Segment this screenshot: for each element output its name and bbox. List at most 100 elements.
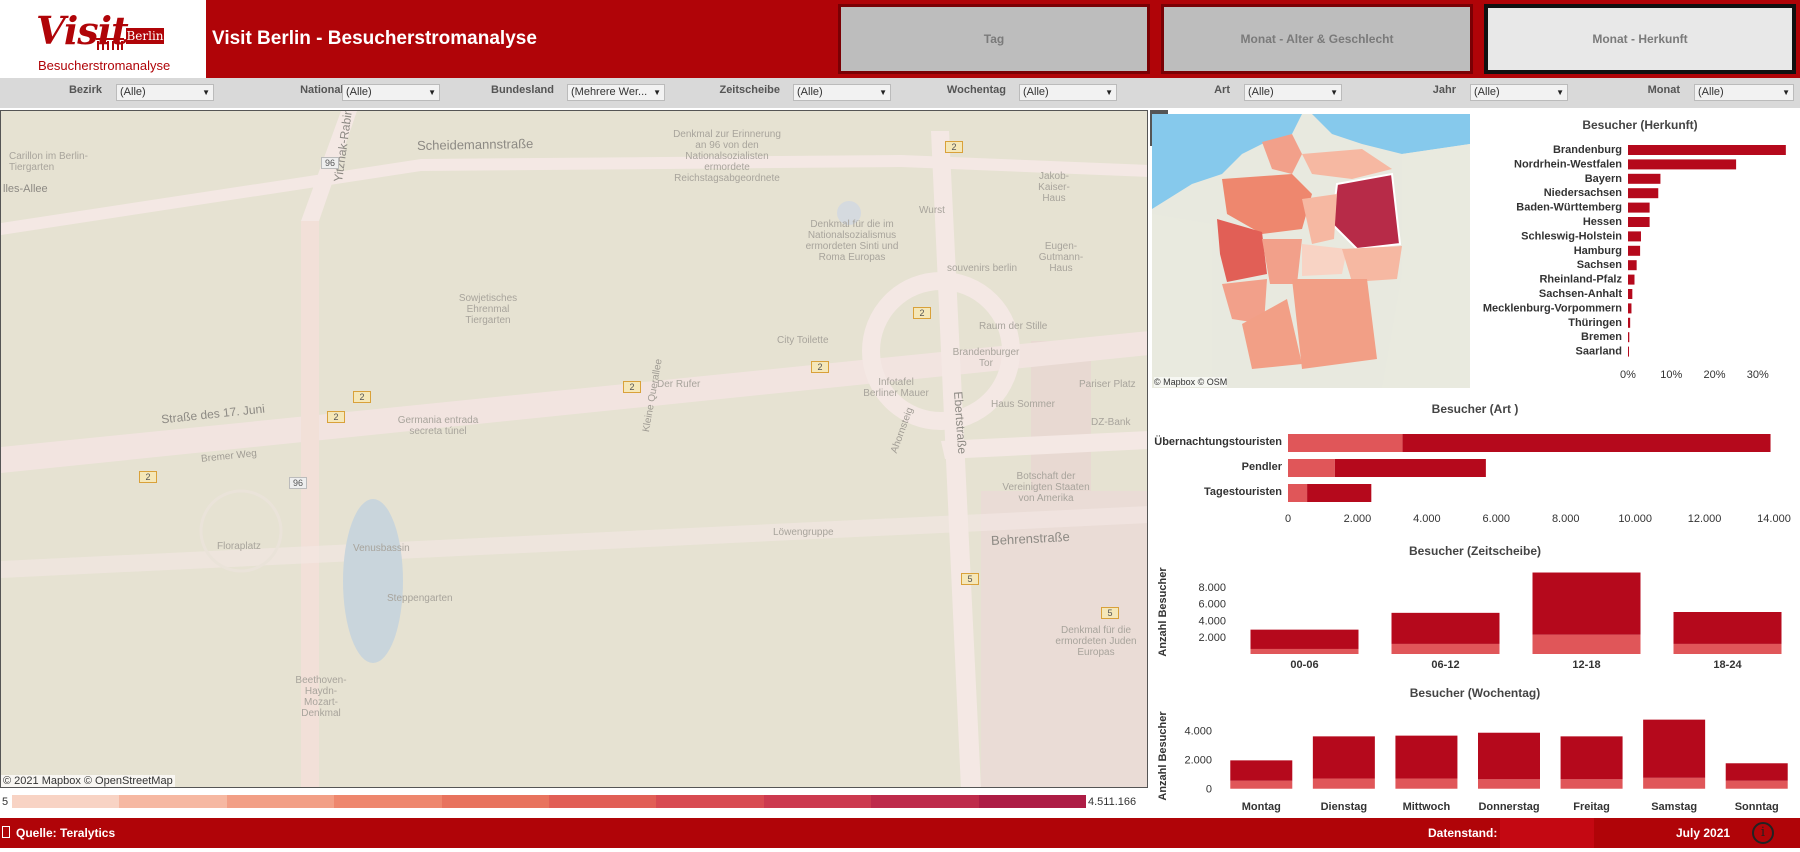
filter-select-bezirk[interactable]: (Alle) ▼ xyxy=(116,84,214,101)
route-marker: 96 xyxy=(321,157,339,169)
footer-highlight xyxy=(1500,818,1594,848)
mini-map-attribution[interactable]: © Mapbox © OSM xyxy=(1154,377,1228,387)
poi-label: City Toilette xyxy=(777,335,829,346)
dropdown-arrow-icon: ▼ xyxy=(1556,88,1564,97)
legend-gradient xyxy=(12,795,1087,808)
wochentag-chart[interactable]: Anzahl Besucher 0 2.000 4.000 Montag Dienstag… xyxy=(1152,704,1798,816)
art-chart[interactable]: Übernachtungstouristen Pendler Tagestouris… xyxy=(1152,420,1798,530)
x-category-label: 18-24 xyxy=(1713,659,1742,671)
y-tick: 0 xyxy=(1206,784,1212,796)
herkunft-bar xyxy=(1628,317,1631,328)
bar-segment xyxy=(1725,780,1788,789)
datenstand-value: July 2021 xyxy=(1676,826,1731,840)
filter-value: (Mehrere Wer... xyxy=(571,86,648,98)
herkunft-category-label: Niedersachsen xyxy=(1544,187,1623,199)
tab-monat-herkunft-label: Monat - Herkunft xyxy=(1592,32,1688,46)
poi-label: Denkmal zur Erinnerung an 96 von den Nat… xyxy=(673,129,781,184)
filter-select-zeitscheibe[interactable]: (Alle) ▼ xyxy=(793,84,891,101)
bar-segment xyxy=(1673,612,1782,644)
document-icon xyxy=(2,826,10,838)
region-sachsen-anhalt[interactable] xyxy=(1302,194,1337,244)
y-tick: 8.000 xyxy=(1198,582,1226,594)
route-marker: 2 xyxy=(327,411,345,423)
herkunft-chart[interactable]: Brandenburg Nordrhein-Westfalen Bayern Nied… xyxy=(1480,138,1800,388)
filter-select-bundesland[interactable]: (Mehrere Wer... ▼ xyxy=(567,84,665,101)
legend-swatch xyxy=(334,795,442,808)
legend-swatch xyxy=(978,795,1087,808)
y-axis-label: Anzahl Besucher xyxy=(1157,567,1169,657)
route-marker: 5 xyxy=(961,573,979,585)
region-hessen[interactable] xyxy=(1262,239,1302,284)
filter-value: (Alle) xyxy=(120,86,146,98)
art-bar-segment xyxy=(1307,484,1372,502)
region-niedersachsen[interactable] xyxy=(1222,174,1312,234)
filter-select-art[interactable]: (Alle) ▼ xyxy=(1244,84,1342,101)
filter-label-art: Art xyxy=(1214,84,1230,96)
art-x-tick: 2.000 xyxy=(1344,513,1372,525)
tab-tag[interactable]: Tag xyxy=(838,4,1150,74)
region-nordrhein-westfalen[interactable] xyxy=(1217,219,1267,282)
bar-segment xyxy=(1250,629,1359,649)
herkunft-bar xyxy=(1628,173,1661,184)
poi-label: Denkmal für die ermordeten Juden Europas xyxy=(1055,625,1137,658)
region-bayern[interactable] xyxy=(1292,279,1377,369)
zeitscheibe-chart[interactable]: Anzahl Besucher 2.000 4.000 6.000 8.000 00-06… xyxy=(1152,562,1798,674)
herkunft-category-label: Nordrhein-Westfalen xyxy=(1514,158,1622,170)
bar-segment xyxy=(1478,732,1540,780)
bar-segment xyxy=(1391,612,1500,644)
y-tick: 4.000 xyxy=(1184,726,1212,738)
route-marker: 5 xyxy=(1101,607,1119,619)
route-marker: 2 xyxy=(139,471,157,483)
bar-segment xyxy=(1391,643,1500,654)
filter-select-jahr[interactable]: (Alle) ▼ xyxy=(1470,84,1568,101)
region-sachsen[interactable] xyxy=(1342,246,1402,282)
filter-value: (Alle) xyxy=(797,86,823,98)
filter-label-monat: Monat xyxy=(1647,84,1680,96)
herkunft-bar xyxy=(1628,202,1650,213)
herkunft-category-label: Thüringen xyxy=(1568,317,1622,329)
x-category-label: Donnerstag xyxy=(1478,801,1539,813)
bar-segment xyxy=(1230,780,1293,789)
poi-label: Infotafel Berliner Mauer xyxy=(863,377,929,399)
poi-label: DZ-Bank xyxy=(1091,417,1131,428)
region-schleswig-holstein[interactable] xyxy=(1262,134,1302,174)
info-icon[interactable]: i xyxy=(1752,822,1774,844)
region-mecklenburg-vorpommern[interactable] xyxy=(1302,149,1392,179)
color-legend: 5 4.511.166 xyxy=(0,790,1148,814)
dropdown-arrow-icon: ▼ xyxy=(879,88,887,97)
bar-segment xyxy=(1532,634,1641,654)
x-category-label: Sonntag xyxy=(1735,801,1779,813)
herkunft-category-label: Mecklenburg-Vorpommern xyxy=(1483,302,1622,314)
map-attribution[interactable]: © 2021 Mapbox © OpenStreetMap xyxy=(1,775,175,787)
filter-bar: Bezirk (Alle) ▼ Nationalität (Alle) ▼ Bund… xyxy=(0,78,1800,108)
bar-segment xyxy=(1673,643,1782,654)
region-baden-wuerttemberg[interactable] xyxy=(1242,299,1302,369)
poi-label: Botschaft der Vereinigten Staaten von Am… xyxy=(1002,471,1090,504)
herkunft-category-label: Sachsen xyxy=(1577,259,1623,271)
x-category-label: 12-18 xyxy=(1572,659,1600,671)
visit-berlin-logo[interactable]: Visit Berlin Besucherstromanalyse xyxy=(0,0,206,78)
herkunft-category-label: Hamburg xyxy=(1574,245,1622,257)
region-thueringen[interactable] xyxy=(1302,244,1347,276)
poi-label: Der Rufer xyxy=(657,379,701,390)
art-x-tick: 12.000 xyxy=(1688,513,1722,525)
route-marker: 2 xyxy=(353,391,371,403)
filter-select-wochentag[interactable]: (Alle) ▼ xyxy=(1019,84,1117,101)
art-bar-segment xyxy=(1288,434,1403,452)
y-axis-label: Anzahl Besucher xyxy=(1157,711,1169,801)
art-bar-segment xyxy=(1334,459,1486,477)
main-map[interactable]: Scheidemannstraße Straße des 17. Juni Yi… xyxy=(0,110,1148,788)
tab-monat-herkunft[interactable]: Monat - Herkunft xyxy=(1484,4,1796,74)
germany-choropleth-map[interactable]: © Mapbox © OSM xyxy=(1152,114,1470,388)
region-rheinland-pfalz[interactable] xyxy=(1222,279,1267,324)
dropdown-arrow-icon: ▼ xyxy=(1330,88,1338,97)
poi-label: Floraplatz xyxy=(217,541,261,552)
legend-swatch xyxy=(871,795,979,808)
y-tick: 4.000 xyxy=(1198,615,1226,627)
filter-select-monat[interactable]: (Alle) ▼ xyxy=(1694,84,1794,101)
filter-select-nationalitaet[interactable]: (Alle) ▼ xyxy=(342,84,440,101)
main-map-canvas xyxy=(1,111,1147,787)
art-x-tick: 10.000 xyxy=(1618,513,1652,525)
tab-monat-alter-geschlecht[interactable]: Monat - Alter & Geschlecht xyxy=(1161,4,1473,74)
x-category-label: 06-12 xyxy=(1431,659,1459,671)
